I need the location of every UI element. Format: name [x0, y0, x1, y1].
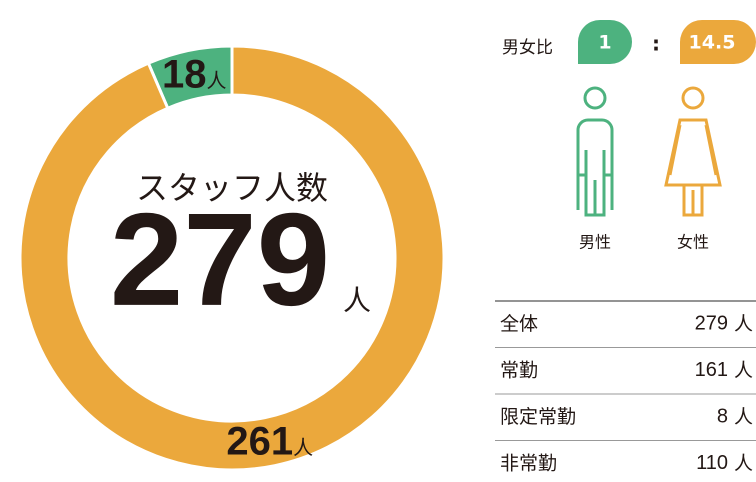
- female-label: 女性: [677, 233, 709, 252]
- female-bubble: [680, 20, 756, 64]
- donut-slice: [18, 44, 446, 472]
- row-label: 全体: [500, 313, 538, 335]
- center-title: スタッフ人数: [136, 169, 328, 207]
- row-label: 常勤: [500, 359, 538, 381]
- slice-value: 18: [162, 52, 207, 96]
- row-label: 非常勤: [500, 452, 557, 474]
- ratio-female: 14.5: [689, 32, 736, 54]
- total-value: 279: [110, 186, 330, 333]
- row-value: 161: [695, 359, 728, 381]
- slice-unit: 人: [293, 437, 313, 460]
- row-label: 限定常勤: [500, 406, 576, 428]
- female-icon: [664, 86, 722, 217]
- slice-label: 261人: [226, 419, 313, 463]
- total-unit: 人: [343, 284, 371, 317]
- ratio-separator: :: [652, 32, 660, 56]
- row-value: 279: [695, 313, 728, 335]
- row-value: 110: [696, 452, 728, 474]
- row-unit: 人: [734, 406, 753, 428]
- slice-label: 18人: [162, 52, 227, 96]
- row-unit: 人: [734, 359, 753, 381]
- male-label: 男性: [579, 233, 611, 252]
- slice-unit: 人: [207, 70, 227, 93]
- ratio-label: 男女比: [502, 38, 553, 58]
- male-bubble: [578, 20, 632, 64]
- row-unit: 人: [734, 452, 753, 474]
- ratio-male: 1: [598, 32, 611, 54]
- male-icon: [576, 86, 614, 217]
- row-value: 8: [717, 406, 728, 428]
- slice-value: 261: [226, 419, 293, 463]
- row-unit: 人: [734, 313, 753, 335]
